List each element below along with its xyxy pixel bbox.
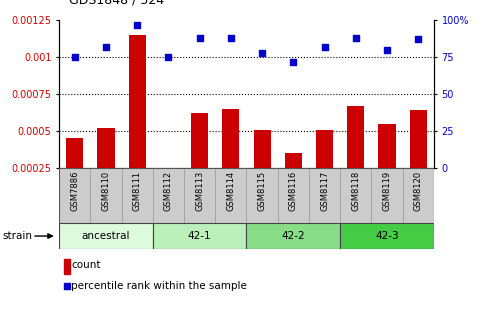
Text: 42-2: 42-2 — [282, 231, 305, 241]
Text: GSM8110: GSM8110 — [102, 171, 110, 211]
Text: GSM8113: GSM8113 — [195, 171, 204, 211]
Text: GSM8120: GSM8120 — [414, 171, 423, 211]
Bar — [59, 223, 153, 249]
Point — [102, 44, 110, 49]
Point — [352, 35, 360, 41]
Text: GSM8118: GSM8118 — [352, 171, 360, 211]
Bar — [316, 130, 333, 205]
Bar — [340, 223, 434, 249]
Text: strain: strain — [2, 231, 33, 241]
Bar — [278, 168, 309, 223]
Bar — [160, 190, 177, 205]
Text: count: count — [71, 260, 101, 270]
Text: GSM8114: GSM8114 — [226, 171, 235, 211]
Point — [165, 54, 173, 60]
Text: GSM8117: GSM8117 — [320, 171, 329, 211]
Point — [63, 283, 71, 288]
Bar — [309, 168, 340, 223]
Point — [71, 54, 79, 60]
Bar — [98, 128, 114, 205]
Point — [196, 35, 204, 41]
Bar — [285, 153, 302, 205]
Bar — [253, 130, 271, 205]
Point — [227, 35, 235, 41]
Text: ancestral: ancestral — [82, 231, 130, 241]
Bar — [64, 259, 70, 274]
Bar — [90, 168, 122, 223]
Bar — [371, 168, 403, 223]
Bar — [222, 109, 240, 205]
Point — [320, 44, 328, 49]
Text: GDS1848 / 524: GDS1848 / 524 — [69, 0, 164, 7]
Bar — [340, 168, 371, 223]
Bar — [184, 168, 215, 223]
Bar — [122, 168, 153, 223]
Bar — [59, 168, 90, 223]
Bar — [246, 168, 278, 223]
Point — [414, 37, 422, 42]
Text: GSM8119: GSM8119 — [383, 171, 391, 211]
Bar — [379, 124, 395, 205]
Text: 42-3: 42-3 — [375, 231, 399, 241]
Text: 42-1: 42-1 — [188, 231, 211, 241]
Bar — [410, 110, 427, 205]
Bar — [153, 223, 246, 249]
Bar — [66, 138, 83, 205]
Point — [383, 47, 391, 52]
Bar — [347, 106, 364, 205]
Point — [289, 59, 297, 64]
Text: percentile rank within the sample: percentile rank within the sample — [71, 281, 247, 291]
Bar — [403, 168, 434, 223]
Text: GSM8115: GSM8115 — [258, 171, 267, 211]
Text: GSM8112: GSM8112 — [164, 171, 173, 211]
Point — [133, 22, 141, 27]
Bar — [153, 168, 184, 223]
Point — [258, 50, 266, 55]
Text: GSM8116: GSM8116 — [289, 171, 298, 211]
Bar — [129, 35, 146, 205]
Bar — [191, 113, 208, 205]
Text: GSM8111: GSM8111 — [133, 171, 141, 211]
Bar — [215, 168, 246, 223]
Text: GSM7886: GSM7886 — [70, 171, 79, 211]
Bar — [246, 223, 340, 249]
